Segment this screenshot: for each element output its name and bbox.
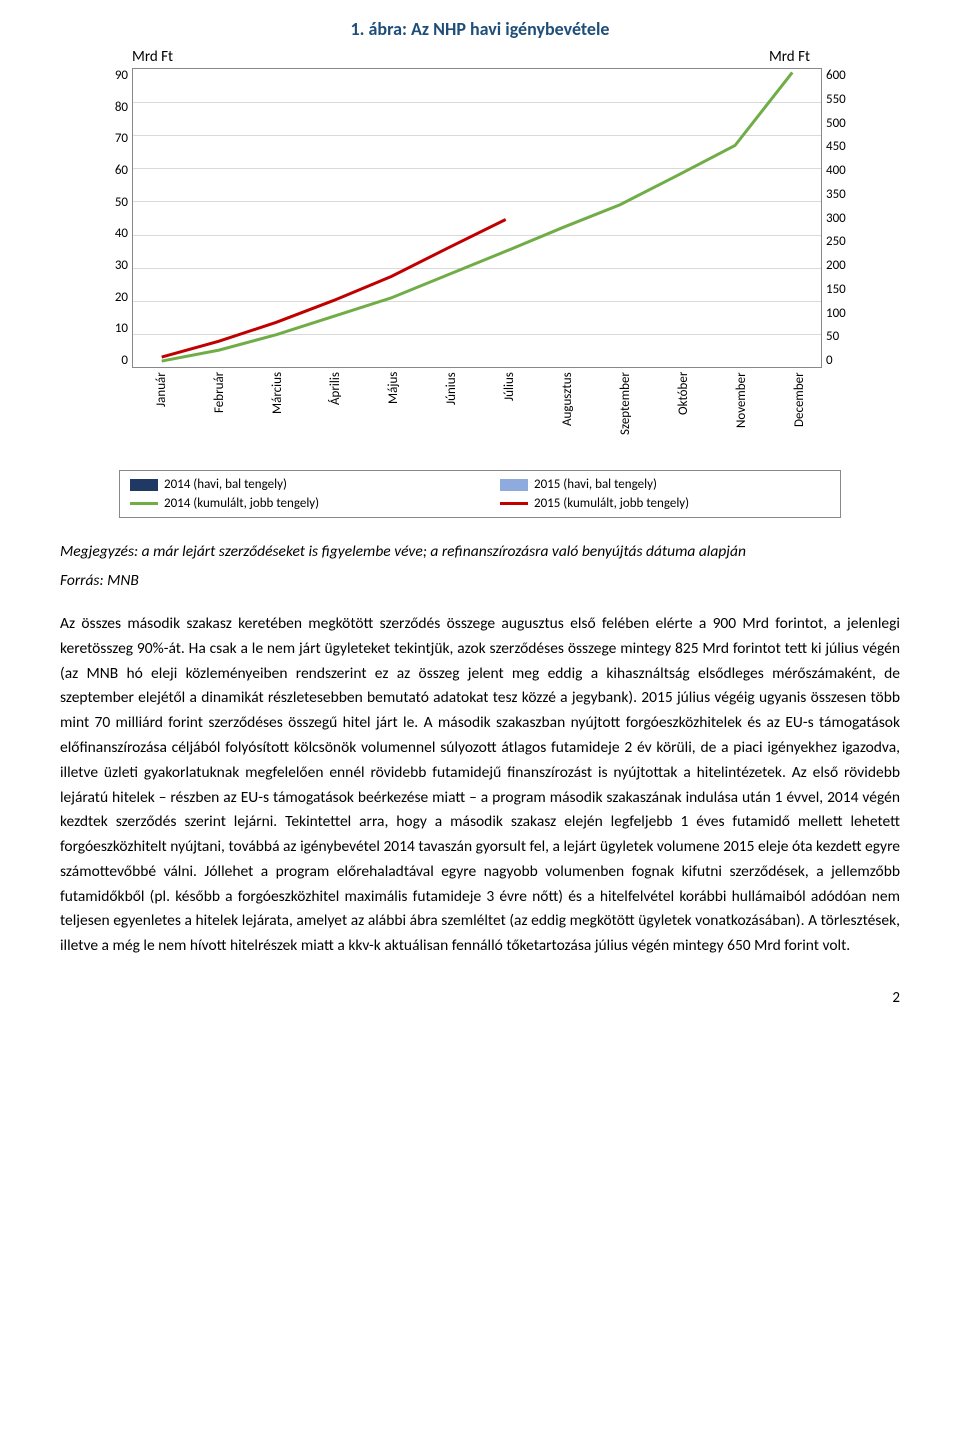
xtick: November <box>734 372 749 462</box>
ytick-left: 90 <box>100 68 128 83</box>
ytick-right: 300 <box>826 211 860 226</box>
ytick-right: 100 <box>826 306 860 321</box>
xtick: Július <box>502 372 517 462</box>
ytick-left: 70 <box>100 131 128 146</box>
ytick-right: 0 <box>826 353 860 368</box>
legend-box-swatch <box>500 479 528 491</box>
legend-label: 2015 (kumulált, jobb tengely) <box>534 496 689 511</box>
legend-item: 2014 (kumulált, jobb tengely) <box>130 496 460 511</box>
ytick-right: 500 <box>826 116 860 131</box>
plot-area <box>132 68 822 368</box>
ytick-left: 80 <box>100 100 128 115</box>
legend-line-swatch <box>130 502 158 505</box>
left-axis-unit: Mrd Ft <box>132 48 173 66</box>
legend-label: 2014 (havi, bal tengely) <box>164 477 287 492</box>
chart-source: Forrás: MNB <box>60 571 900 590</box>
body-paragraph: Az összes második szakasz keretében megk… <box>60 612 900 959</box>
ytick-right: 550 <box>826 92 860 107</box>
ytick-right: 50 <box>826 329 860 344</box>
xtick: Március <box>270 372 285 462</box>
xtick: Január <box>154 372 169 462</box>
legend-item: 2014 (havi, bal tengely) <box>130 477 460 492</box>
ytick-right: 200 <box>826 258 860 273</box>
ytick-right: 400 <box>826 163 860 178</box>
ytick-left: 60 <box>100 163 128 178</box>
ytick-right: 350 <box>826 187 860 202</box>
ytick-right: 600 <box>826 68 860 83</box>
legend-box-swatch <box>130 479 158 491</box>
ytick-left: 30 <box>100 258 128 273</box>
xtick: Szeptember <box>618 372 633 462</box>
xtick: Október <box>676 372 691 462</box>
xtick: Február <box>212 372 227 462</box>
xtick: Június <box>444 372 459 462</box>
ytick-right: 150 <box>826 282 860 297</box>
ytick-right: 450 <box>826 139 860 154</box>
ytick-right: 250 <box>826 234 860 249</box>
xtick: Augusztus <box>560 372 575 462</box>
ytick-left: 20 <box>100 290 128 305</box>
ytick-left: 40 <box>100 226 128 241</box>
bars-layer <box>133 69 821 367</box>
legend-label: 2015 (havi, bal tengely) <box>534 477 657 492</box>
legend-item: 2015 (havi, bal tengely) <box>500 477 830 492</box>
chart-note: Megjegyzés: a már lejárt szerződéseket i… <box>60 542 900 563</box>
chart-container: Mrd Ft Mrd Ft 9080706050403020100 600550… <box>100 48 860 518</box>
legend-label: 2014 (kumulált, jobb tengely) <box>164 496 319 511</box>
xtick: Május <box>386 372 401 462</box>
right-axis-unit: Mrd Ft <box>769 48 810 66</box>
y-axis-left: 90 80 70 60 50 40 30 20 10 0 <box>100 68 132 368</box>
x-axis: Január Február Március Április Május Június Jú… <box>100 368 860 462</box>
chart-title: 1. ábra: Az NHP havi igénybevétele <box>60 18 900 40</box>
legend-item: 2015 (kumulált, jobb tengely) <box>500 496 830 511</box>
ytick-left: 50 <box>100 195 128 210</box>
ytick-left: 10 <box>100 321 128 336</box>
legend-line-swatch <box>500 502 528 505</box>
legend: 2014 (havi, bal tengely) 2015 (havi, bal … <box>119 470 841 518</box>
page-number: 2 <box>60 989 900 1007</box>
y-axis-right: 600550500450400350300250200150100500 <box>822 68 860 368</box>
ytick-left: 0 <box>100 353 128 368</box>
xtick: Április <box>328 372 343 462</box>
xtick: December <box>792 372 807 462</box>
